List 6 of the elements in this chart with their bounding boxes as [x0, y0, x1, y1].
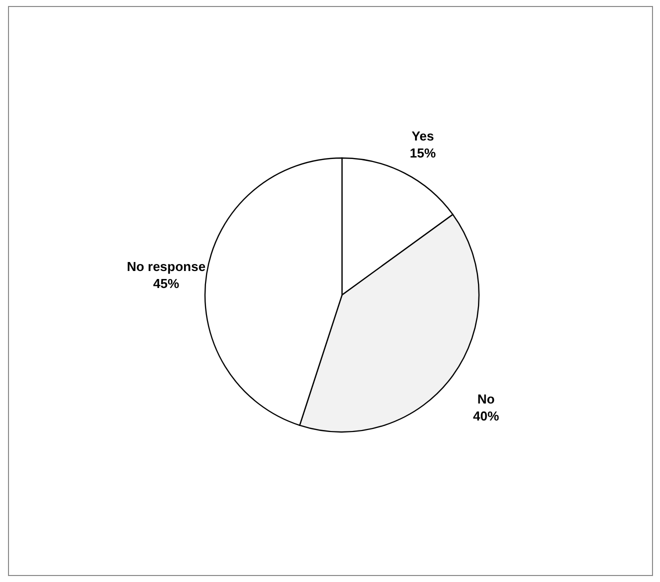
slice-label: Yes [412, 128, 434, 144]
data-label: 45% [153, 276, 180, 292]
data-label: 15% [410, 145, 436, 160]
data-label: 40% [472, 408, 500, 424]
slice-label: No response [126, 259, 206, 274]
slice-label: No [477, 392, 495, 407]
